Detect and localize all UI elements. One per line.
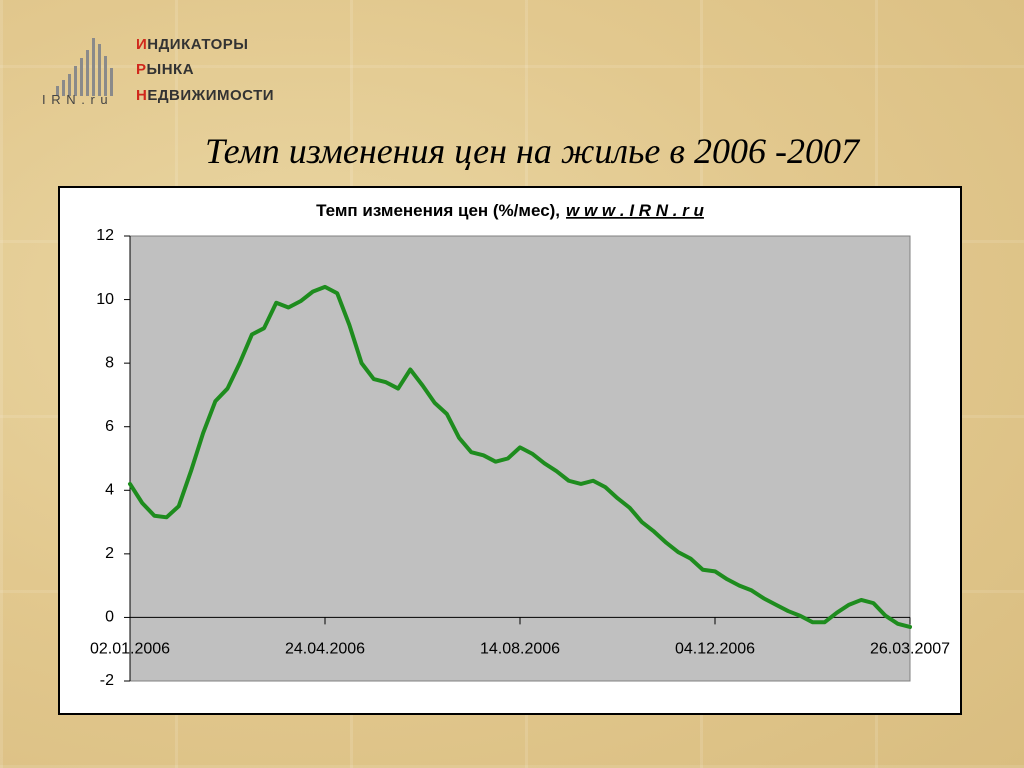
- logo-line: РЫНКА: [136, 61, 195, 78]
- y-tick-label: 8: [105, 354, 114, 371]
- logo-graphic: [56, 38, 113, 96]
- chart-title-text: Темп изменения цен (%/мес),: [316, 201, 560, 220]
- line-series: [128, 284, 912, 629]
- logo-site: I R N . r u: [42, 92, 109, 107]
- x-tick-label: 02.01.2006: [90, 641, 170, 658]
- chart-title: Темп изменения цен (%/мес), w w w . I R N…: [316, 201, 704, 220]
- slide-title: Темп изменения цен на жилье в 2006 -2007: [204, 131, 860, 171]
- y-tick-label: 2: [105, 545, 114, 562]
- x-tick-label: 24.04.2006: [285, 641, 365, 658]
- y-tick-label: 10: [96, 291, 114, 308]
- x-tick-label: 26.03.2007: [870, 641, 950, 658]
- y-tick-label: 12: [96, 227, 114, 244]
- x-tick-label: 04.12.2006: [675, 641, 755, 658]
- y-tick-label: -2: [100, 672, 114, 689]
- y-tick-label: 0: [105, 609, 114, 626]
- chart-title-link: w w w . I R N . r u: [566, 201, 705, 220]
- y-tick-label: 6: [105, 418, 114, 435]
- logo-line: НЕДВИЖИМОСТИ: [136, 87, 275, 104]
- x-tick-label: 14.08.2006: [480, 641, 560, 658]
- logo-line: ИНДИКАТОРЫ: [136, 36, 249, 53]
- y-tick-label: 4: [105, 482, 114, 499]
